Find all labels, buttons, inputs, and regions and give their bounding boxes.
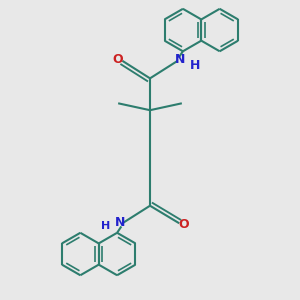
Text: N: N xyxy=(115,216,125,229)
Text: O: O xyxy=(112,53,123,66)
Text: O: O xyxy=(179,218,189,231)
Text: H: H xyxy=(189,58,200,72)
Text: H: H xyxy=(101,221,110,231)
Text: N: N xyxy=(175,53,185,66)
